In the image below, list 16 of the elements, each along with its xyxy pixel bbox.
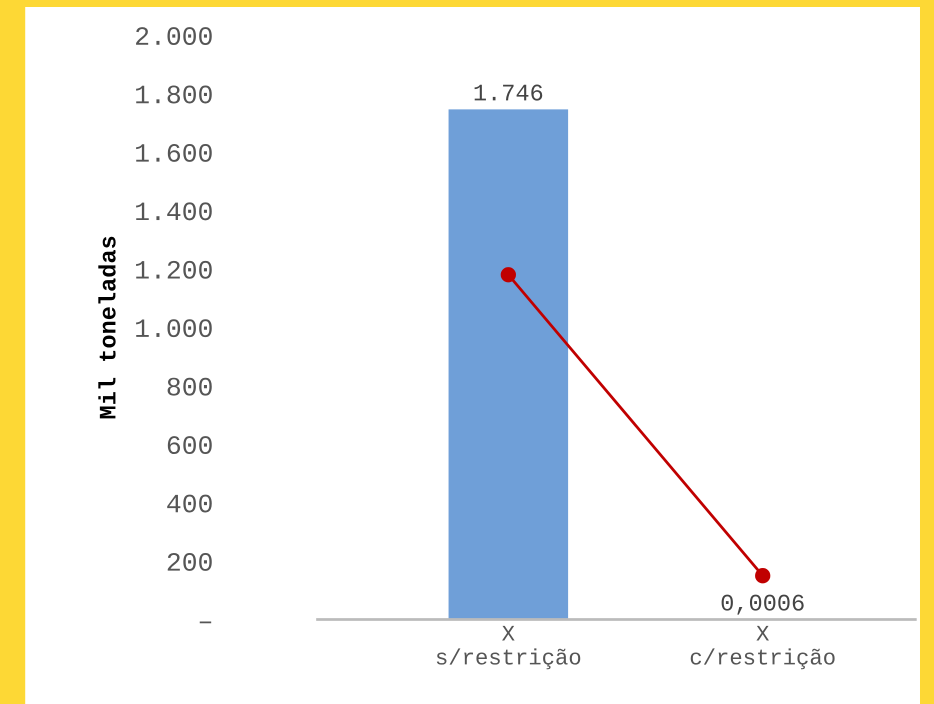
x-tick-label: X s/restrição (436, 626, 580, 670)
y-tick-label: 1.200 (136, 260, 212, 279)
y-tick-label: 1.000 (136, 319, 212, 338)
y-tick-label: 1.600 (136, 144, 212, 162)
y-tick-label: 1.400 (136, 202, 212, 220)
data-label: 1.746 (474, 84, 542, 101)
y-tick-label: 400 (167, 494, 212, 512)
y-tick-label: – (200, 622, 212, 624)
y-tick-label: 2.000 (136, 27, 212, 46)
y-tick-label: 600 (168, 436, 212, 454)
y-tick-label: 1.800 (136, 86, 212, 104)
y-tick-label: 200 (168, 553, 212, 571)
y-tick-label: 800 (168, 378, 212, 396)
y-axis-title: Mil toneladas (98, 236, 116, 418)
data-label: 0,0006 (722, 594, 804, 615)
x-tick-label: X c/restrição (690, 626, 835, 670)
